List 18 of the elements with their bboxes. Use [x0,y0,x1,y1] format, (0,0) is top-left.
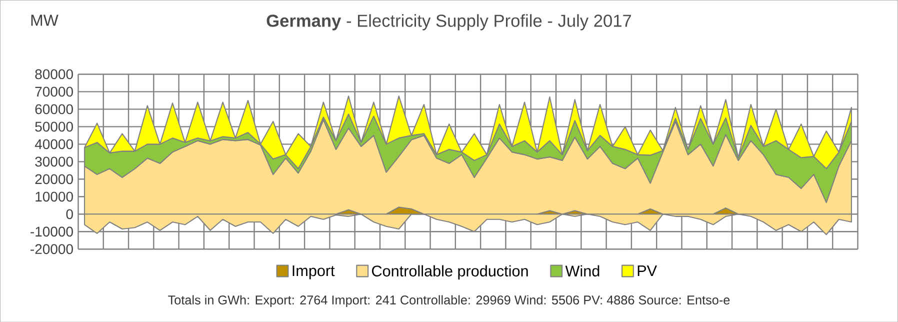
y-axis-title: MW [31,14,58,26]
legend-label: Import [292,265,335,280]
y-tick-label: 50000 [35,122,73,132]
y-tick-label: 20000 [35,174,73,184]
y-tick-label: 10000 [36,192,73,202]
chart-title: Germany - Electricity Supply Profile - July 2017 [266,14,631,30]
y-tick-label: 60000 [35,104,73,114]
y-tick-label: 0 [66,209,73,219]
y-tick-label: -20000 [30,244,73,254]
y-tick-label: -10000 [30,226,73,236]
y-tick-label: 40000 [34,139,73,149]
text: Totals in GWh: Export: 2764 Import: 241 Controllable: 29969 Wind: 5506 PV: 4886 Source: Entso-e [168,295,730,307]
y-tick-label: 80000 [35,69,73,80]
legend-label: Wind [565,265,600,276]
legend-label: Controllable production [372,265,528,280]
y-tick-label: 30000 [35,156,73,166]
legend-label: PV [638,265,657,276]
y-tick-label: 70000 [35,86,73,96]
